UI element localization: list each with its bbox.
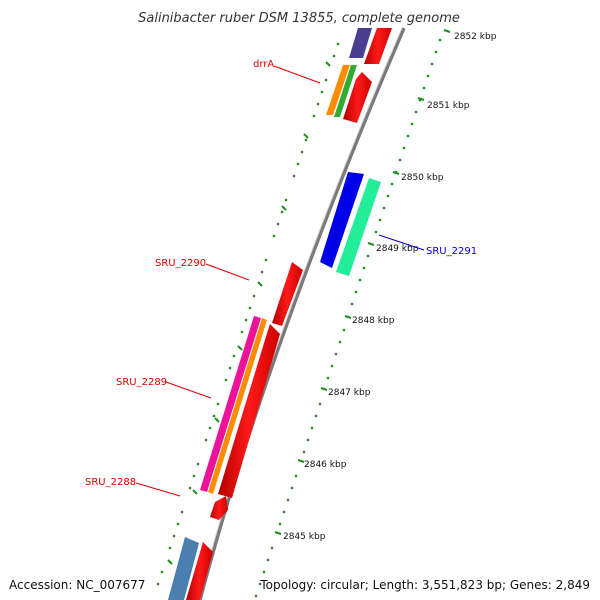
gene-label-drrA[interactable]: drrA — [253, 59, 274, 70]
sru2289-leader-line — [165, 381, 212, 399]
kbp-label-2851: 2851 kbp — [427, 101, 470, 111]
gene-label-SRU_2289[interactable]: SRU_2289 — [116, 377, 167, 388]
outer-tick-ring — [254, 38, 442, 598]
gene-feature-red-2290[interactable] — [272, 262, 303, 326]
genome-backbone-highlight — [197, 27, 403, 600]
gene-feature-magenta-2289[interactable] — [200, 316, 261, 492]
genome-summary-text: Topology: circular; Length: 3,551,823 bp… — [260, 578, 590, 592]
gene-feature-orange-drrA[interactable] — [326, 65, 350, 115]
gene-feature-red-2289[interactable] — [218, 324, 280, 498]
gene-feature-steelblue-bottom[interactable] — [168, 537, 199, 600]
gene-feature-red-drrA[interactable] — [343, 72, 372, 123]
kbp-labels: 2852 kbp 2851 kbp 2850 kbp 2849 kbp 2848… — [283, 32, 497, 542]
kbp-label-2852: 2852 kbp — [454, 32, 497, 42]
kbp-label-2848: 2848 kbp — [352, 316, 395, 326]
sru2290-leader-line — [205, 263, 250, 281]
drrA-leader-line — [273, 65, 321, 84]
accession-text: Accession: NC_007677 — [9, 578, 146, 592]
kbp-label-2847: 2847 kbp — [328, 388, 371, 398]
gene-label-SRU_2290[interactable]: SRU_2290 — [155, 258, 206, 269]
gene-feature-aquamarine-2291[interactable] — [336, 178, 381, 276]
kbp-label-2845: 2845 kbp — [283, 532, 326, 542]
sru2288-leader-line — [135, 482, 181, 497]
gene-feature-green-drrA[interactable] — [334, 65, 357, 117]
genome-backbone — [198, 27, 406, 600]
gene-feature-red-top[interactable] — [364, 28, 392, 64]
sru2291-leader-line — [378, 234, 425, 251]
outer-major-ticks — [274, 29, 451, 535]
gene-feature-orange-2289[interactable] — [208, 318, 267, 494]
gene-label-SRU_2288[interactable]: SRU_2288 — [85, 477, 136, 488]
gene-label-SRU_2291[interactable]: SRU_2291 — [426, 246, 477, 257]
gene-feature-red-bottom[interactable] — [186, 542, 213, 600]
kbp-label-2850: 2850 kbp — [401, 173, 444, 183]
kbp-label-2846: 2846 kbp — [304, 460, 347, 470]
kbp-label-2849: 2849 kbp — [376, 244, 419, 254]
inner-major-ticks — [167, 61, 331, 565]
gene-feature-blue-2291[interactable] — [320, 172, 364, 268]
map-title: Salinibacter ruber DSM 13855, complete g… — [138, 11, 460, 26]
gene-feature-purple-top[interactable] — [349, 28, 372, 58]
gene-feature-red-2288[interactable] — [210, 496, 228, 520]
inner-tick-ring — [156, 42, 340, 586]
